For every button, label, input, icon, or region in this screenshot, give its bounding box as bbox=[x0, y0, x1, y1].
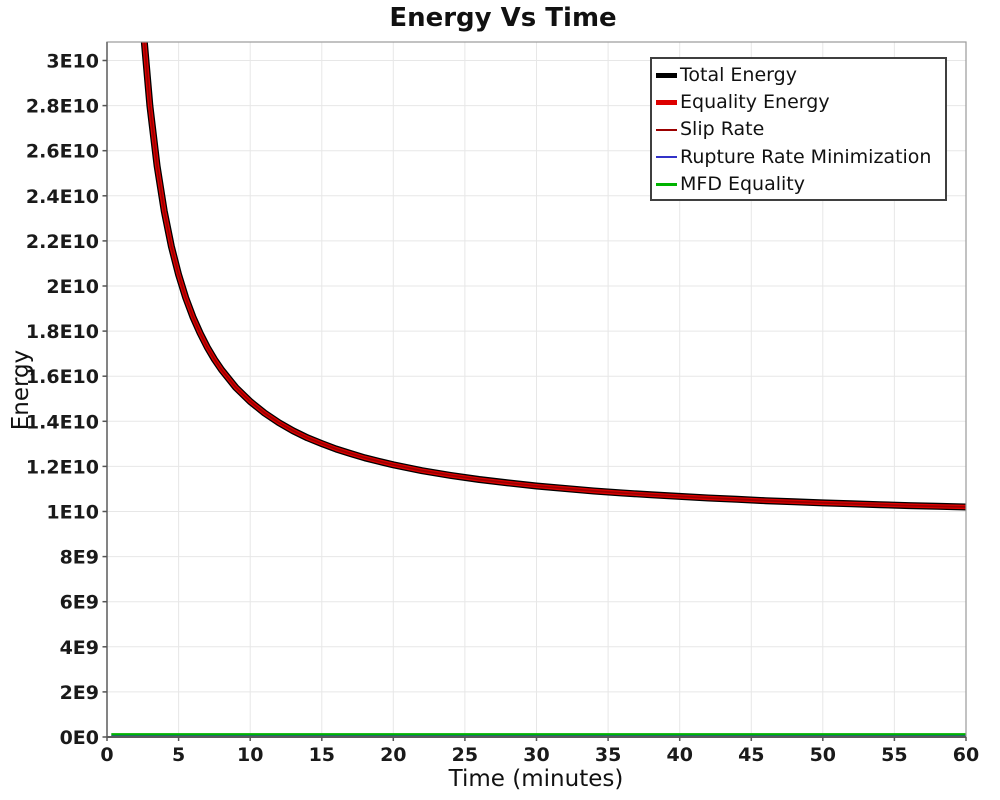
x-tick-label: 55 bbox=[881, 744, 907, 766]
legend-label: Slip Rate bbox=[680, 118, 765, 141]
series-line-slip-rate bbox=[143, 42, 966, 508]
legend-box: Total Energy Equality Energy Slip Rate Rupt… bbox=[650, 57, 947, 201]
y-tick-label: 2.4E10 bbox=[26, 186, 99, 208]
legend-item-mfd-equality: MFD Equality bbox=[656, 171, 945, 198]
legend-swatch-total-energy bbox=[656, 73, 677, 79]
y-tick-label: 1.4E10 bbox=[26, 411, 99, 433]
legend-item-slip-rate: Slip Rate bbox=[656, 116, 945, 143]
legend-item-total-energy: Total Energy bbox=[656, 62, 945, 89]
legend-label: Rupture Rate Minimization bbox=[680, 145, 932, 168]
legend-item-equality-energy: Equality Energy bbox=[656, 89, 945, 116]
y-tick-label: 2.8E10 bbox=[26, 96, 99, 118]
x-axis-title: Time (minutes) bbox=[448, 766, 624, 792]
x-tick-label: 50 bbox=[810, 744, 836, 766]
y-tick-label: 1E10 bbox=[46, 502, 99, 524]
y-tick-label: 2E9 bbox=[60, 682, 99, 704]
y-tick-label: 1.2E10 bbox=[26, 456, 99, 478]
x-tick-label: 40 bbox=[666, 744, 692, 766]
x-tick-label: 20 bbox=[380, 744, 406, 766]
legend-label: Total Energy bbox=[680, 64, 797, 87]
x-tick-label: 0 bbox=[100, 744, 113, 766]
y-tick-label: 4E9 bbox=[60, 637, 99, 659]
x-tick-label: 15 bbox=[309, 744, 335, 766]
y-tick-label: 6E9 bbox=[60, 592, 99, 614]
y-tick-group: 0E0 2E9 4E9 6E9 8E9 1E10 1.2E10 1.4E10 1.6E10 1.8… bbox=[26, 51, 107, 749]
x-tick-label: 10 bbox=[237, 744, 263, 766]
x-tick-group: 0 5 10 15 20 25 30 35 40 45 50 55 60 bbox=[100, 737, 979, 766]
y-tick-label: 1.8E10 bbox=[26, 321, 99, 343]
y-tick-label: 3E10 bbox=[46, 51, 99, 73]
x-tick-label: 5 bbox=[172, 744, 185, 766]
legend-label: MFD Equality bbox=[680, 172, 805, 195]
legend-item-rupture-rate-minimization: Rupture Rate Minimization bbox=[656, 144, 945, 171]
legend-swatch-slip-rate bbox=[656, 128, 677, 132]
y-tick-label: 2E10 bbox=[46, 276, 99, 298]
chart-title: Energy Vs Time bbox=[389, 3, 617, 33]
legend-swatch-rupture-rate-minimization bbox=[656, 155, 677, 159]
y-tick-label: 2.6E10 bbox=[26, 141, 99, 163]
x-tick-label: 35 bbox=[595, 744, 621, 766]
legend-label: Equality Energy bbox=[680, 91, 830, 114]
legend-swatch-equality-energy bbox=[656, 100, 677, 106]
x-tick-label: 30 bbox=[523, 744, 549, 766]
legend-swatch-mfd-equality bbox=[656, 183, 677, 186]
x-tick-label: 45 bbox=[738, 744, 764, 766]
y-tick-label: 1.6E10 bbox=[26, 366, 99, 388]
x-tick-label: 60 bbox=[953, 744, 979, 766]
y-tick-label: 0E0 bbox=[60, 727, 99, 749]
y-tick-label: 2.2E10 bbox=[26, 231, 99, 253]
y-axis-title: Energy bbox=[8, 349, 34, 431]
y-tick-label: 8E9 bbox=[60, 547, 99, 569]
x-tick-label: 25 bbox=[452, 744, 478, 766]
